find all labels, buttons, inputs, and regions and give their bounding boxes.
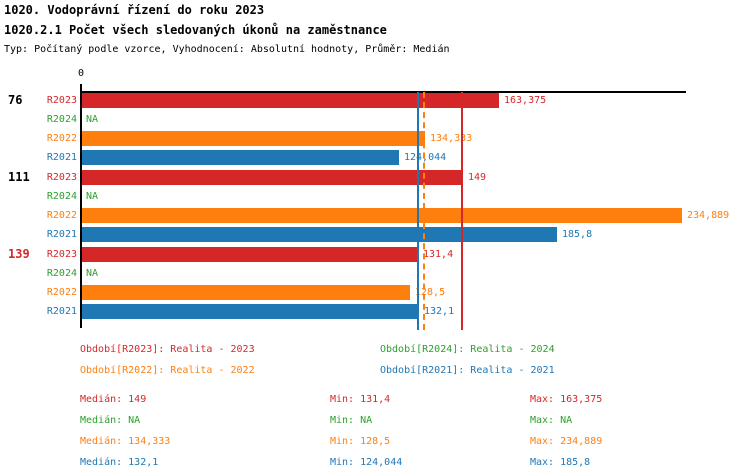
bar-value-label: 134,333 bbox=[430, 133, 473, 144]
bar-na-label: NA bbox=[86, 268, 99, 279]
stat-max: Max: 185,8 bbox=[530, 457, 591, 468]
x-axis-origin-label: 0 bbox=[77, 68, 85, 79]
bar-value-label: 149 bbox=[468, 172, 487, 183]
bar bbox=[82, 285, 410, 300]
bar bbox=[82, 131, 425, 146]
legend-item-r2021: Období[R2021]: Realita - 2021 bbox=[380, 365, 555, 376]
bar-value-label: 124,044 bbox=[404, 152, 447, 163]
stat-median: Medián: NA bbox=[80, 415, 141, 426]
series-row-label: R2023 bbox=[46, 172, 77, 183]
series-row-label: R2024 bbox=[46, 191, 77, 202]
stat-min: Min: 128,5 bbox=[330, 436, 391, 447]
bar bbox=[82, 247, 418, 262]
bar bbox=[82, 170, 463, 185]
series-row-label: R2024 bbox=[46, 268, 77, 279]
series-row-label: R2022 bbox=[46, 210, 77, 221]
y-axis-line bbox=[80, 84, 82, 328]
median-line bbox=[461, 92, 463, 330]
bar bbox=[82, 208, 682, 223]
bar bbox=[82, 93, 499, 108]
stats-row-r2022: Medián: 134,333 Min: 128,5 Max: 234,889 bbox=[80, 433, 740, 454]
stat-median: Medián: 132,1 bbox=[80, 457, 159, 468]
stat-max: Max: 163,375 bbox=[530, 394, 603, 405]
chart-title: 1020.2.1 Počet všech sledovaných úkonů n… bbox=[4, 23, 387, 37]
bar bbox=[82, 150, 399, 165]
bar-value-label: 131,4 bbox=[423, 249, 454, 260]
stat-min: Min: NA bbox=[330, 415, 373, 426]
stats-block: Medián: 149 Min: 131,4 Max: 163,375 Medián:… bbox=[80, 391, 740, 475]
stat-max: Max: 234,889 bbox=[530, 436, 603, 447]
legend-item-r2022: Období[R2022]: Realita - 2022 bbox=[80, 365, 255, 376]
stat-min: Min: 124,044 bbox=[330, 457, 403, 468]
stat-median: Medián: 134,333 bbox=[80, 436, 171, 447]
series-row-label: R2022 bbox=[46, 133, 77, 144]
stat-min: Min: 131,4 bbox=[330, 394, 391, 405]
group-label: 76 bbox=[8, 93, 23, 107]
stats-row-r2023: Medián: 149 Min: 131,4 Max: 163,375 bbox=[80, 391, 740, 412]
chart-subtitle: Typ: Počítaný podle vzorce, Vyhodnocení:… bbox=[4, 44, 450, 55]
series-row-label: R2021 bbox=[46, 229, 77, 240]
group-label: 139 bbox=[8, 247, 30, 261]
bar-value-label: 128,5 bbox=[415, 287, 446, 298]
group-label: 111 bbox=[8, 170, 30, 184]
series-row-label: R2024 bbox=[46, 114, 77, 125]
legend-item-r2023: Období[R2023]: Realita - 2023 bbox=[80, 344, 255, 355]
median-line bbox=[423, 92, 425, 330]
series-row-label: R2021 bbox=[46, 152, 77, 163]
stat-max: Max: NA bbox=[530, 415, 573, 426]
bar-na-label: NA bbox=[86, 191, 99, 202]
bar-value-label: 132,1 bbox=[424, 306, 455, 317]
series-row-label: R2022 bbox=[46, 287, 77, 298]
bar-na-label: NA bbox=[86, 114, 99, 125]
legend: Období[R2023]: Realita - 2023 Období[R202… bbox=[80, 343, 555, 377]
stat-median: Medián: 149 bbox=[80, 394, 147, 405]
stats-row-r2021: Medián: 132,1 Min: 124,044 Max: 185,8 bbox=[80, 454, 740, 475]
bar-value-label: 234,889 bbox=[687, 210, 730, 221]
legend-item-r2024: Období[R2024]: Realita - 2024 bbox=[380, 344, 555, 355]
series-row-label: R2023 bbox=[46, 95, 77, 106]
bar bbox=[82, 304, 419, 319]
series-row-label: R2023 bbox=[46, 249, 77, 260]
series-row-label: R2021 bbox=[46, 306, 77, 317]
bar-value-label: 163,375 bbox=[504, 95, 547, 106]
bar bbox=[82, 227, 557, 242]
stats-row-r2024: Medián: NA Min: NA Max: NA bbox=[80, 412, 740, 433]
bar-value-label: 185,8 bbox=[562, 229, 593, 240]
median-line bbox=[417, 92, 419, 330]
x-axis-line bbox=[81, 91, 686, 93]
page-title: 1020. Vodoprávní řízení do roku 2023 bbox=[4, 3, 265, 17]
